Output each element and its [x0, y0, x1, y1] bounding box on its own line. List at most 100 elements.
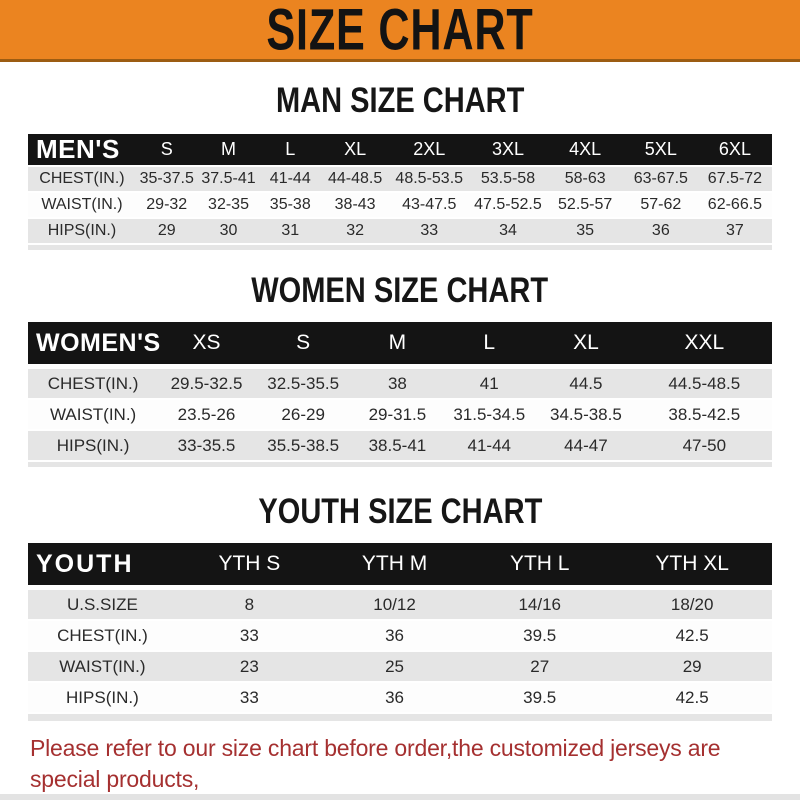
- mens-col-header: L: [285, 139, 296, 159]
- womens-table-header-row: WOMEN'S XS S M L XL XXL: [28, 322, 772, 364]
- mens-col-header: 2XL: [413, 139, 446, 159]
- table-cell: 33: [239, 625, 259, 645]
- youth-col-header: YTH M: [361, 552, 428, 575]
- table-cell: 39.5: [523, 625, 557, 645]
- women-heading-text: WOMEN SIZE CHART: [251, 269, 549, 310]
- mens-col-header: 6XL: [718, 139, 751, 159]
- table-cell: 35: [576, 222, 595, 239]
- table-cell: 10/12: [373, 594, 416, 614]
- table-cell: 29.5-32.5: [170, 373, 243, 393]
- table-cell: 29: [157, 222, 176, 239]
- table-cell: 34: [499, 222, 517, 239]
- table-cell: 32.5-35.5: [267, 373, 340, 393]
- table-cell: 36: [385, 687, 404, 707]
- youth-table-header-row: YOUTH YTH S YTH M YTH L YTH XL: [28, 543, 772, 585]
- table-cell: 63-67.5: [633, 170, 688, 187]
- table-cell: 57-62: [640, 196, 682, 213]
- disclaimer-line-1: Please refer to our size chart before or…: [30, 735, 721, 792]
- table-cell: 18/20: [670, 594, 714, 614]
- bottom-divider: [0, 794, 800, 800]
- table-cell: 29-32: [146, 196, 188, 213]
- table-cell: 23.5-26: [177, 404, 236, 424]
- mens-col-header: 5XL: [644, 139, 677, 159]
- table-cell: 29-31.5: [368, 404, 427, 424]
- table-cell: 31.5-34.5: [453, 404, 526, 424]
- youth-hips-row: HIPS(IN.) 33 36 39.5 42.5: [28, 683, 772, 712]
- table-cell: 44-47: [564, 435, 608, 455]
- table-cell: 33: [239, 687, 259, 707]
- row-label: HIPS(IN.): [56, 435, 130, 455]
- mens-waist-row: WAIST(IN.) 29-32 32-35 35-38 38-43 43-47…: [28, 193, 772, 217]
- table-cell: 38.5-41: [368, 435, 427, 455]
- table-cell: 23: [239, 656, 259, 676]
- table-cell: 29: [682, 656, 702, 676]
- womens-hips-row: HIPS(IN.) 33-35.5 35.5-38.5 38.5-41 41-4…: [28, 431, 772, 460]
- table-cell: 48.5-53.5: [395, 170, 464, 187]
- table-cell: 43-47.5: [402, 196, 457, 213]
- table-cell: 34.5-38.5: [549, 404, 622, 424]
- table-cell: 41-44: [269, 170, 311, 187]
- table-cell: 62-66.5: [707, 196, 763, 213]
- table-cell: 32: [346, 222, 364, 239]
- table-cell: 47-50: [682, 435, 727, 455]
- womens-col-header: XS: [192, 331, 221, 354]
- disclaimer-text: Please refer to our size chart before or…: [30, 733, 782, 800]
- womens-header-label: WOMEN'S: [36, 328, 161, 357]
- size-chart-banner: SIZE CHART: [0, 0, 800, 62]
- youth-size-table: YOUTH YTH S YTH M YTH L YTH XL U.S.SIZE …: [28, 543, 772, 721]
- mens-col-header: XL: [344, 139, 367, 159]
- table-cell: 41: [479, 373, 499, 393]
- womens-chest-row: CHEST(IN.) 29.5-32.5 32.5-35.5 38 41 44.…: [28, 369, 772, 398]
- table-cell: 38: [387, 373, 407, 393]
- row-label: WAIST(IN.): [41, 196, 123, 213]
- table-cell: 8: [244, 594, 255, 614]
- womens-col-header: S: [296, 331, 311, 354]
- row-label: HIPS(IN.): [66, 687, 139, 707]
- table-cell: 37.5-41: [201, 170, 256, 187]
- mens-hips-row: HIPS(IN.) 29 30 31 32 33 34 35 36 37: [28, 219, 772, 243]
- mens-col-header: 4XL: [569, 139, 602, 159]
- banner-title: SIZE CHART: [266, 0, 534, 62]
- mens-col-header: M: [221, 139, 236, 159]
- row-label: WAIST(IN.): [49, 404, 137, 424]
- table-cell: 58-63: [564, 170, 606, 187]
- mens-col-header: 3XL: [491, 139, 524, 159]
- table-cell: 44.5: [569, 373, 603, 393]
- youth-section-heading: YOUTH SIZE CHART: [0, 490, 800, 531]
- table-cell: 26-29: [281, 404, 325, 424]
- table-cell: 52.5-57: [558, 196, 613, 213]
- table-cell: 53.5-58: [480, 170, 536, 187]
- table-cell: 41-44: [467, 435, 511, 455]
- youth-col-header: YTH XL: [655, 552, 729, 575]
- table-cell: 35-38: [269, 196, 311, 213]
- table-cell: 33-35.5: [177, 435, 236, 455]
- table-cell: 14/16: [518, 594, 561, 614]
- man-heading-text: MAN SIZE CHART: [275, 79, 525, 120]
- table-cell: 25: [385, 656, 404, 676]
- table-end-strip: [28, 245, 772, 250]
- man-section-heading: MAN SIZE CHART: [0, 79, 800, 120]
- table-cell: 67.5-72: [707, 170, 763, 187]
- youth-heading-text: YOUTH SIZE CHART: [258, 490, 542, 531]
- womens-col-header: XL: [573, 331, 599, 354]
- youth-chest-row: CHEST(IN.) 33 36 39.5 42.5: [28, 621, 772, 650]
- table-cell: 39.5: [523, 687, 557, 707]
- table-cell: 35.5-38.5: [267, 435, 340, 455]
- table-cell: 33: [420, 222, 439, 239]
- table-cell: 42.5: [675, 687, 709, 707]
- womens-size-table: WOMEN'S XS S M L XL XXL CHEST(IN.) 29.5-…: [28, 322, 772, 467]
- table-cell: 42.5: [675, 625, 709, 645]
- womens-col-header: L: [483, 331, 496, 354]
- mens-table-header-row: MEN'S S M L XL 2XL 3XL 4XL 5XL 6XL: [28, 134, 772, 165]
- mens-col-header: S: [160, 139, 173, 159]
- table-cell: 31: [281, 222, 300, 239]
- youth-ussize-row: U.S.SIZE 8 10/12 14/16 18/20: [28, 590, 772, 619]
- youth-waist-row: WAIST(IN.) 23 25 27 29: [28, 652, 772, 681]
- table-cell: 44-48.5: [327, 170, 383, 187]
- row-label: CHEST(IN.): [57, 625, 148, 645]
- youth-col-header: YTH S: [218, 552, 281, 575]
- table-cell: 36: [651, 222, 670, 239]
- table-end-strip: [28, 714, 772, 721]
- table-cell: 38-43: [334, 196, 376, 213]
- youth-col-header: YTH L: [509, 552, 570, 575]
